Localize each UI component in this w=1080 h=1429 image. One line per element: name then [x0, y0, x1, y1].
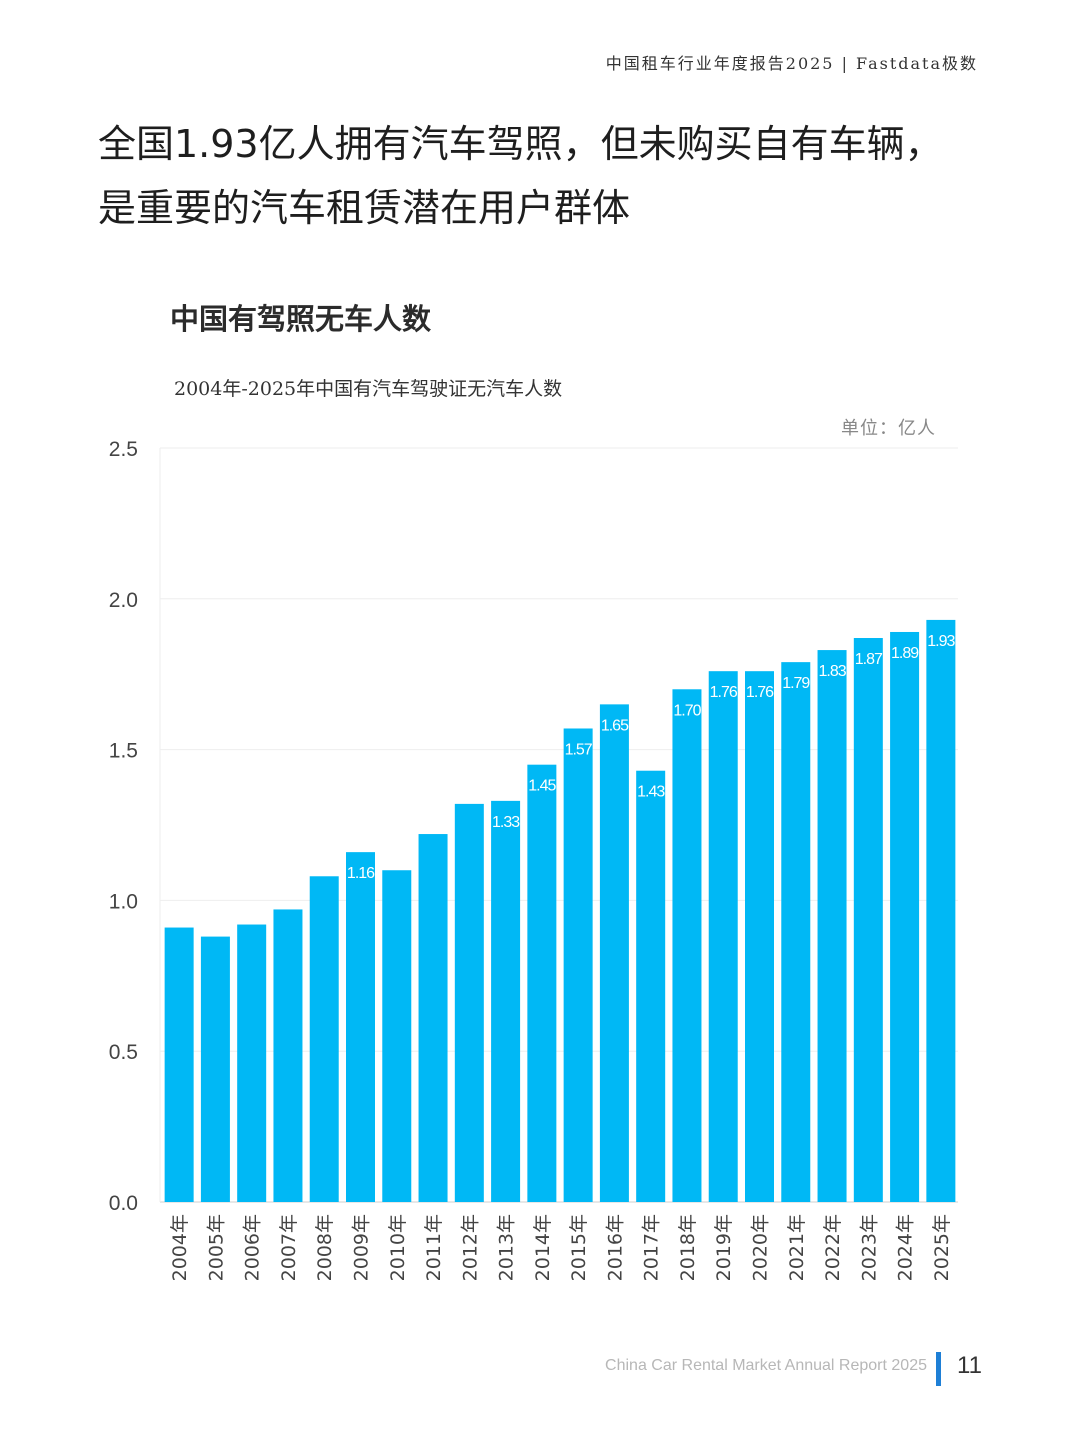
x-tick-label: 2017年	[641, 1214, 663, 1281]
bar	[636, 770, 666, 1202]
x-tick-label: 2007年	[278, 1214, 300, 1281]
unit-label: 单位：亿人	[841, 418, 936, 439]
bar	[926, 619, 956, 1202]
data-label: 1.76	[746, 684, 774, 701]
page-number: 11	[957, 1352, 982, 1379]
x-tick-label: 2011年	[423, 1214, 445, 1281]
bar	[599, 704, 629, 1202]
y-tick-label: 2.0	[109, 589, 138, 612]
y-tick-label: 0.0	[109, 1192, 138, 1215]
data-label: 1.16	[347, 865, 375, 882]
x-tick-label: 2010年	[387, 1214, 409, 1281]
x-tick-label: 2008年	[314, 1214, 336, 1281]
bar	[418, 834, 448, 1202]
page-headline: 全国1.93亿人拥有汽车驾照，但未购买自有车辆， 是重要的汽车租赁潜在用户群体	[98, 112, 998, 240]
section-title: 中国有驾照无车人数	[170, 302, 432, 336]
bars	[164, 619, 956, 1202]
x-tick-label: 2020年	[750, 1214, 772, 1281]
footer-report-name: China Car Rental Market Annual Report 20…	[605, 1357, 927, 1374]
x-tick-label: 2012年	[459, 1214, 481, 1281]
bar	[708, 671, 738, 1202]
data-labels: 1.16 1.33 1.45 1.57 1.65 1.43 1.70 1.76 1.76 1.79…	[347, 633, 957, 882]
data-label: 1.83	[818, 663, 846, 680]
x-tick-label: 2019年	[713, 1214, 735, 1281]
bar	[781, 662, 811, 1202]
data-label: 1.45	[528, 778, 556, 795]
x-tick-label: 2022年	[822, 1214, 844, 1281]
x-tick-label: 2021年	[786, 1214, 808, 1281]
data-label: 1.33	[492, 814, 520, 831]
data-label: 1.87	[855, 651, 883, 668]
y-tick-label: 1.5	[109, 740, 138, 763]
headline-line-1: 全国1.93亿人拥有汽车驾照，但未购买自有车辆，	[98, 122, 943, 166]
headline-line-2: 是重要的汽车租赁潜在用户群体	[98, 186, 631, 230]
y-tick-label: 1.0	[109, 890, 138, 913]
x-tick-label: 2023年	[858, 1214, 880, 1281]
data-label: 1.65	[601, 717, 629, 734]
bar	[454, 803, 484, 1202]
x-tick-label: 2004年	[169, 1214, 191, 1281]
bar	[527, 764, 557, 1202]
chart-subtitle: 2004年-2025年中国有汽车驾驶证无汽车人数	[174, 378, 563, 400]
bar	[273, 909, 303, 1202]
bar	[817, 650, 847, 1202]
data-label: 1.79	[782, 675, 810, 692]
x-tick-label: 2005年	[205, 1214, 227, 1281]
y-tick-label: 0.5	[109, 1041, 138, 1064]
bar	[745, 671, 774, 1202]
bar	[491, 800, 521, 1202]
footer-divider	[936, 1352, 941, 1386]
x-tick-label: 2025年	[931, 1214, 953, 1281]
bar	[382, 870, 412, 1202]
data-label: 1.76	[710, 684, 738, 701]
data-label: 1.43	[637, 784, 665, 801]
data-label: 1.93	[927, 633, 955, 650]
x-axis-ticks: 2004年 2005年 2006年 2007年 2008年 2009年 2010年 2011年…	[169, 1214, 953, 1281]
bar	[346, 852, 375, 1202]
x-tick-label: 2018年	[677, 1214, 699, 1281]
x-tick-label: 2015年	[568, 1214, 590, 1281]
bar	[563, 728, 593, 1202]
bar	[200, 936, 230, 1202]
data-label: 1.57	[565, 741, 593, 758]
bar	[309, 876, 339, 1202]
x-tick-label: 2006年	[242, 1214, 264, 1281]
x-tick-label: 2024年	[895, 1214, 917, 1281]
data-label: 1.70	[673, 702, 701, 719]
bar	[237, 924, 267, 1202]
y-tick-label: 2.5	[109, 438, 138, 461]
x-tick-label: 2013年	[496, 1214, 518, 1281]
bar	[672, 689, 702, 1202]
report-header: 中国租车行业年度报告2025 | Fastdata极数	[605, 54, 978, 73]
x-tick-label: 2009年	[351, 1214, 373, 1281]
x-tick-label: 2016年	[604, 1214, 626, 1281]
bar	[164, 927, 194, 1202]
x-tick-label: 2014年	[532, 1214, 554, 1281]
bar	[853, 638, 883, 1202]
data-label: 1.89	[891, 645, 919, 662]
bar	[890, 631, 920, 1202]
y-axis-ticks: 0.0 0.5 1.0 1.5 2.0 2.5	[109, 438, 138, 1215]
